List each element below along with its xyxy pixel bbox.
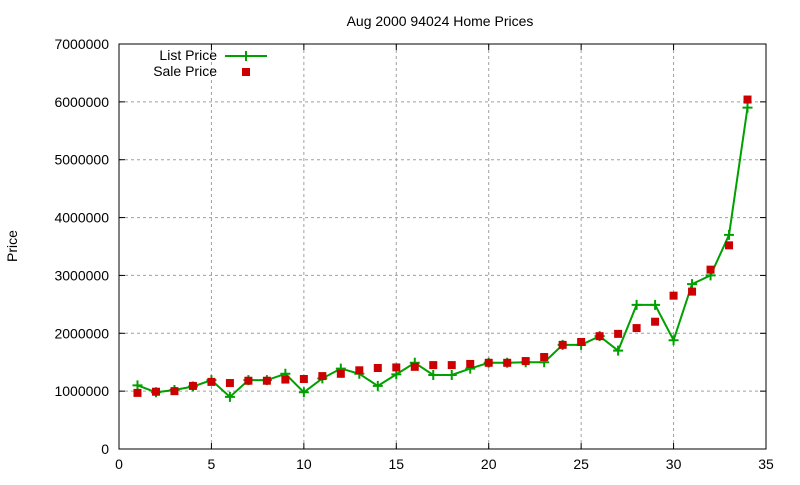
sale-price-point	[410, 362, 419, 371]
y-tick-label: 5000000	[54, 152, 109, 168]
sale-price-point	[632, 324, 641, 333]
sale-price-point	[558, 340, 567, 349]
y-tick-label: 0	[101, 441, 109, 457]
sale-price-point	[373, 364, 382, 372]
list-price-point	[631, 299, 642, 310]
sale-price-point	[151, 387, 160, 396]
list-price-point	[613, 345, 624, 356]
sale-price-point	[743, 95, 752, 104]
list-price-point	[224, 391, 235, 402]
sale-price-point	[281, 375, 290, 384]
sale-price-point	[170, 387, 179, 396]
sale-price-point	[466, 359, 475, 368]
x-tick-label: 25	[573, 456, 589, 472]
sale-price-point	[540, 353, 549, 362]
list-price-point	[724, 229, 735, 240]
sale-price-point	[318, 372, 327, 381]
list-price-point	[428, 369, 439, 380]
sale-price-point	[207, 377, 216, 386]
x-tick-label: 30	[666, 456, 682, 472]
sale-price-point	[188, 381, 197, 390]
legend-label-list-price: List Price	[159, 47, 217, 63]
list-price-point	[298, 387, 309, 398]
sale-price-point	[355, 366, 364, 375]
sale-price-point	[725, 241, 734, 250]
y-tick-label: 1000000	[54, 383, 109, 399]
list-price-point	[446, 369, 457, 380]
legend: List Price Sale Price	[153, 47, 267, 79]
sale-price-point	[484, 358, 493, 367]
sale-price-point	[262, 376, 271, 385]
sale-price-point	[299, 374, 308, 383]
list-price-point	[742, 102, 753, 113]
sale-price-point	[392, 363, 401, 372]
y-tick-label: 2000000	[54, 325, 109, 341]
legend-marker-sale-price	[242, 68, 250, 76]
legend-label-sale-price: Sale Price	[153, 63, 217, 79]
sale-price-point	[225, 379, 234, 388]
x-tick-label: 20	[481, 456, 497, 472]
sale-price-point	[651, 317, 660, 326]
sale-price-point	[336, 369, 345, 378]
sale-price-point	[595, 332, 604, 341]
list-price-point	[687, 279, 698, 290]
series	[132, 95, 753, 402]
sale-price-point	[244, 376, 253, 385]
y-tick-label: 4000000	[54, 210, 109, 226]
list-price-line	[137, 107, 749, 399]
plot-frame	[118, 43, 767, 450]
y-tick-label: 3000000	[54, 267, 109, 283]
x-tick-label: 5	[208, 456, 216, 472]
legend-marker-list-price	[241, 51, 251, 61]
sale-price-point	[429, 361, 438, 370]
y-tick-label: 6000000	[54, 94, 109, 110]
x-tick-label: 15	[388, 456, 404, 472]
sale-price-point	[447, 361, 456, 370]
list-price-point	[668, 335, 679, 346]
sale-price-point	[503, 358, 512, 367]
sale-price-point	[577, 337, 586, 346]
sale-price-point	[133, 388, 142, 397]
y-tick-label: 7000000	[54, 36, 109, 52]
sale-price-point	[614, 329, 623, 338]
sale-price-point	[706, 265, 715, 274]
grid	[119, 44, 766, 449]
y-axis-label: Price	[4, 230, 20, 262]
x-tick-label: 10	[296, 456, 312, 472]
chart-title: Aug 2000 94024 Home Prices	[347, 13, 534, 29]
sale-price-point	[688, 287, 697, 296]
x-tick-label: 35	[758, 456, 774, 472]
list-price-point	[132, 380, 143, 391]
ticks: 0 5 10 15 20 25 30 35 0 1000000 2000000 3000000 4000…	[54, 36, 774, 472]
sale-price-point	[521, 357, 530, 366]
list-price-point	[372, 380, 383, 391]
sale-price-point	[669, 291, 678, 300]
list-price-point	[650, 299, 661, 310]
x-tick-label: 0	[115, 456, 123, 472]
